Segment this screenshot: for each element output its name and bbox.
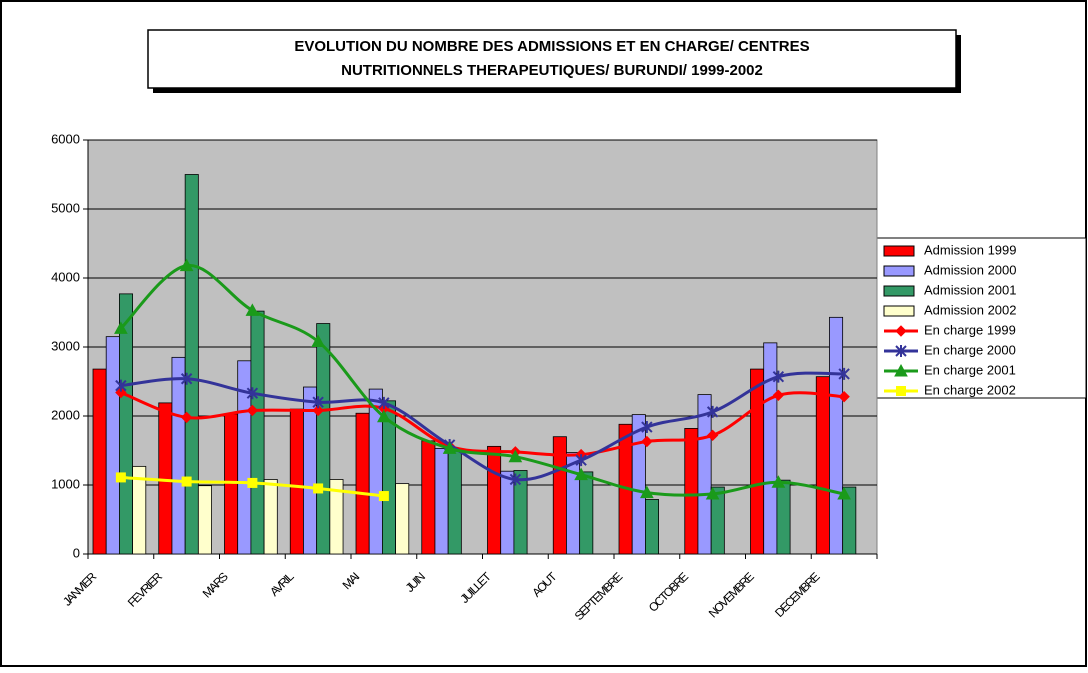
line-marker (838, 367, 850, 380)
bar (513, 470, 528, 555)
legend-swatch (883, 305, 915, 317)
bar (197, 485, 212, 555)
title-box (147, 29, 957, 89)
bar (750, 368, 765, 555)
legend-label: Admission 2002 (924, 302, 1017, 317)
chart-title: EVOLUTION DU NOMBRE DES ADMISSIONS ET EN… (294, 38, 809, 55)
legend-marker (894, 363, 908, 377)
bar (105, 336, 120, 555)
legend-label: En charge 2000 (924, 342, 1016, 357)
bar (158, 402, 173, 555)
legend-swatch (883, 245, 915, 257)
y-tick-label: 2000 (51, 407, 80, 422)
bar (566, 452, 581, 555)
bar (119, 293, 134, 555)
line-marker (771, 475, 786, 488)
bar (263, 479, 278, 555)
line-marker (115, 386, 127, 399)
legend-label: En charge 1999 (924, 322, 1016, 337)
line-marker (378, 491, 389, 502)
bar (184, 174, 199, 555)
legend-marker (895, 345, 907, 357)
line-marker (312, 404, 324, 417)
line-marker (706, 429, 719, 442)
legend-swatch (883, 265, 915, 277)
y-tick-label: 1000 (51, 476, 80, 491)
bar (316, 323, 331, 555)
bar (710, 486, 725, 555)
legend-label: Admission 2000 (924, 262, 1017, 277)
line-marker (641, 435, 653, 448)
y-tick-label: 6000 (51, 131, 80, 146)
bar (842, 486, 857, 555)
bar (697, 394, 712, 555)
y-tick-label: 3000 (51, 338, 80, 353)
bar (395, 483, 410, 555)
line-marker (640, 485, 654, 499)
legend-label: Admission 1999 (924, 242, 1017, 257)
line-marker (180, 411, 193, 424)
legend-marker (896, 386, 906, 396)
bar (329, 479, 344, 555)
line-marker (772, 389, 785, 402)
bar (224, 413, 239, 555)
y-tick-label: 4000 (51, 269, 80, 284)
line-marker (442, 441, 457, 454)
line-marker (837, 486, 851, 500)
bar (684, 428, 699, 555)
line-marker (641, 421, 653, 434)
y-tick-label: 5000 (51, 200, 80, 215)
line-marker (509, 473, 522, 486)
line-marker (115, 472, 126, 483)
legend-swatch (883, 285, 915, 297)
bar (645, 499, 660, 555)
line-marker (706, 405, 719, 418)
bar (434, 448, 449, 555)
bar (631, 414, 646, 555)
bar (381, 400, 396, 555)
line-marker (115, 379, 127, 392)
line-marker (246, 404, 259, 417)
line-marker (838, 390, 850, 403)
bar (132, 465, 147, 555)
bar (355, 412, 370, 555)
chart-title: NUTRITIONNELS THERAPEUTIQUES/ BURUNDI/ 1… (341, 62, 763, 79)
line-marker (179, 258, 194, 272)
line-marker (312, 396, 324, 409)
bar (171, 356, 186, 555)
line-marker (575, 454, 587, 467)
bar (92, 368, 107, 555)
legend-marker (895, 325, 907, 337)
line (120, 391, 845, 457)
line-marker (245, 303, 260, 316)
bar (487, 445, 502, 555)
bar (250, 310, 265, 555)
bar (447, 450, 462, 555)
line-marker (378, 396, 390, 409)
bar (815, 376, 830, 555)
legend-label: En charge 2001 (924, 362, 1016, 377)
line-marker (311, 334, 325, 347)
line-marker (181, 476, 192, 487)
line-marker (313, 483, 324, 494)
line-marker (574, 467, 588, 481)
bar (579, 471, 594, 555)
bar (289, 408, 304, 555)
legend-label: Admission 2001 (924, 282, 1017, 297)
y-tick-label: 0 (73, 545, 80, 560)
legend-label: En charge 2002 (924, 382, 1016, 397)
bar (829, 316, 844, 555)
bar (421, 440, 436, 555)
line-marker (246, 387, 259, 400)
line-marker (114, 321, 128, 334)
line-marker (247, 477, 258, 488)
line-marker (772, 370, 785, 383)
line-marker (377, 409, 391, 423)
line-marker (508, 449, 523, 463)
line-marker (705, 486, 720, 500)
bar (776, 479, 791, 555)
line (120, 371, 845, 482)
line-marker (180, 372, 193, 385)
